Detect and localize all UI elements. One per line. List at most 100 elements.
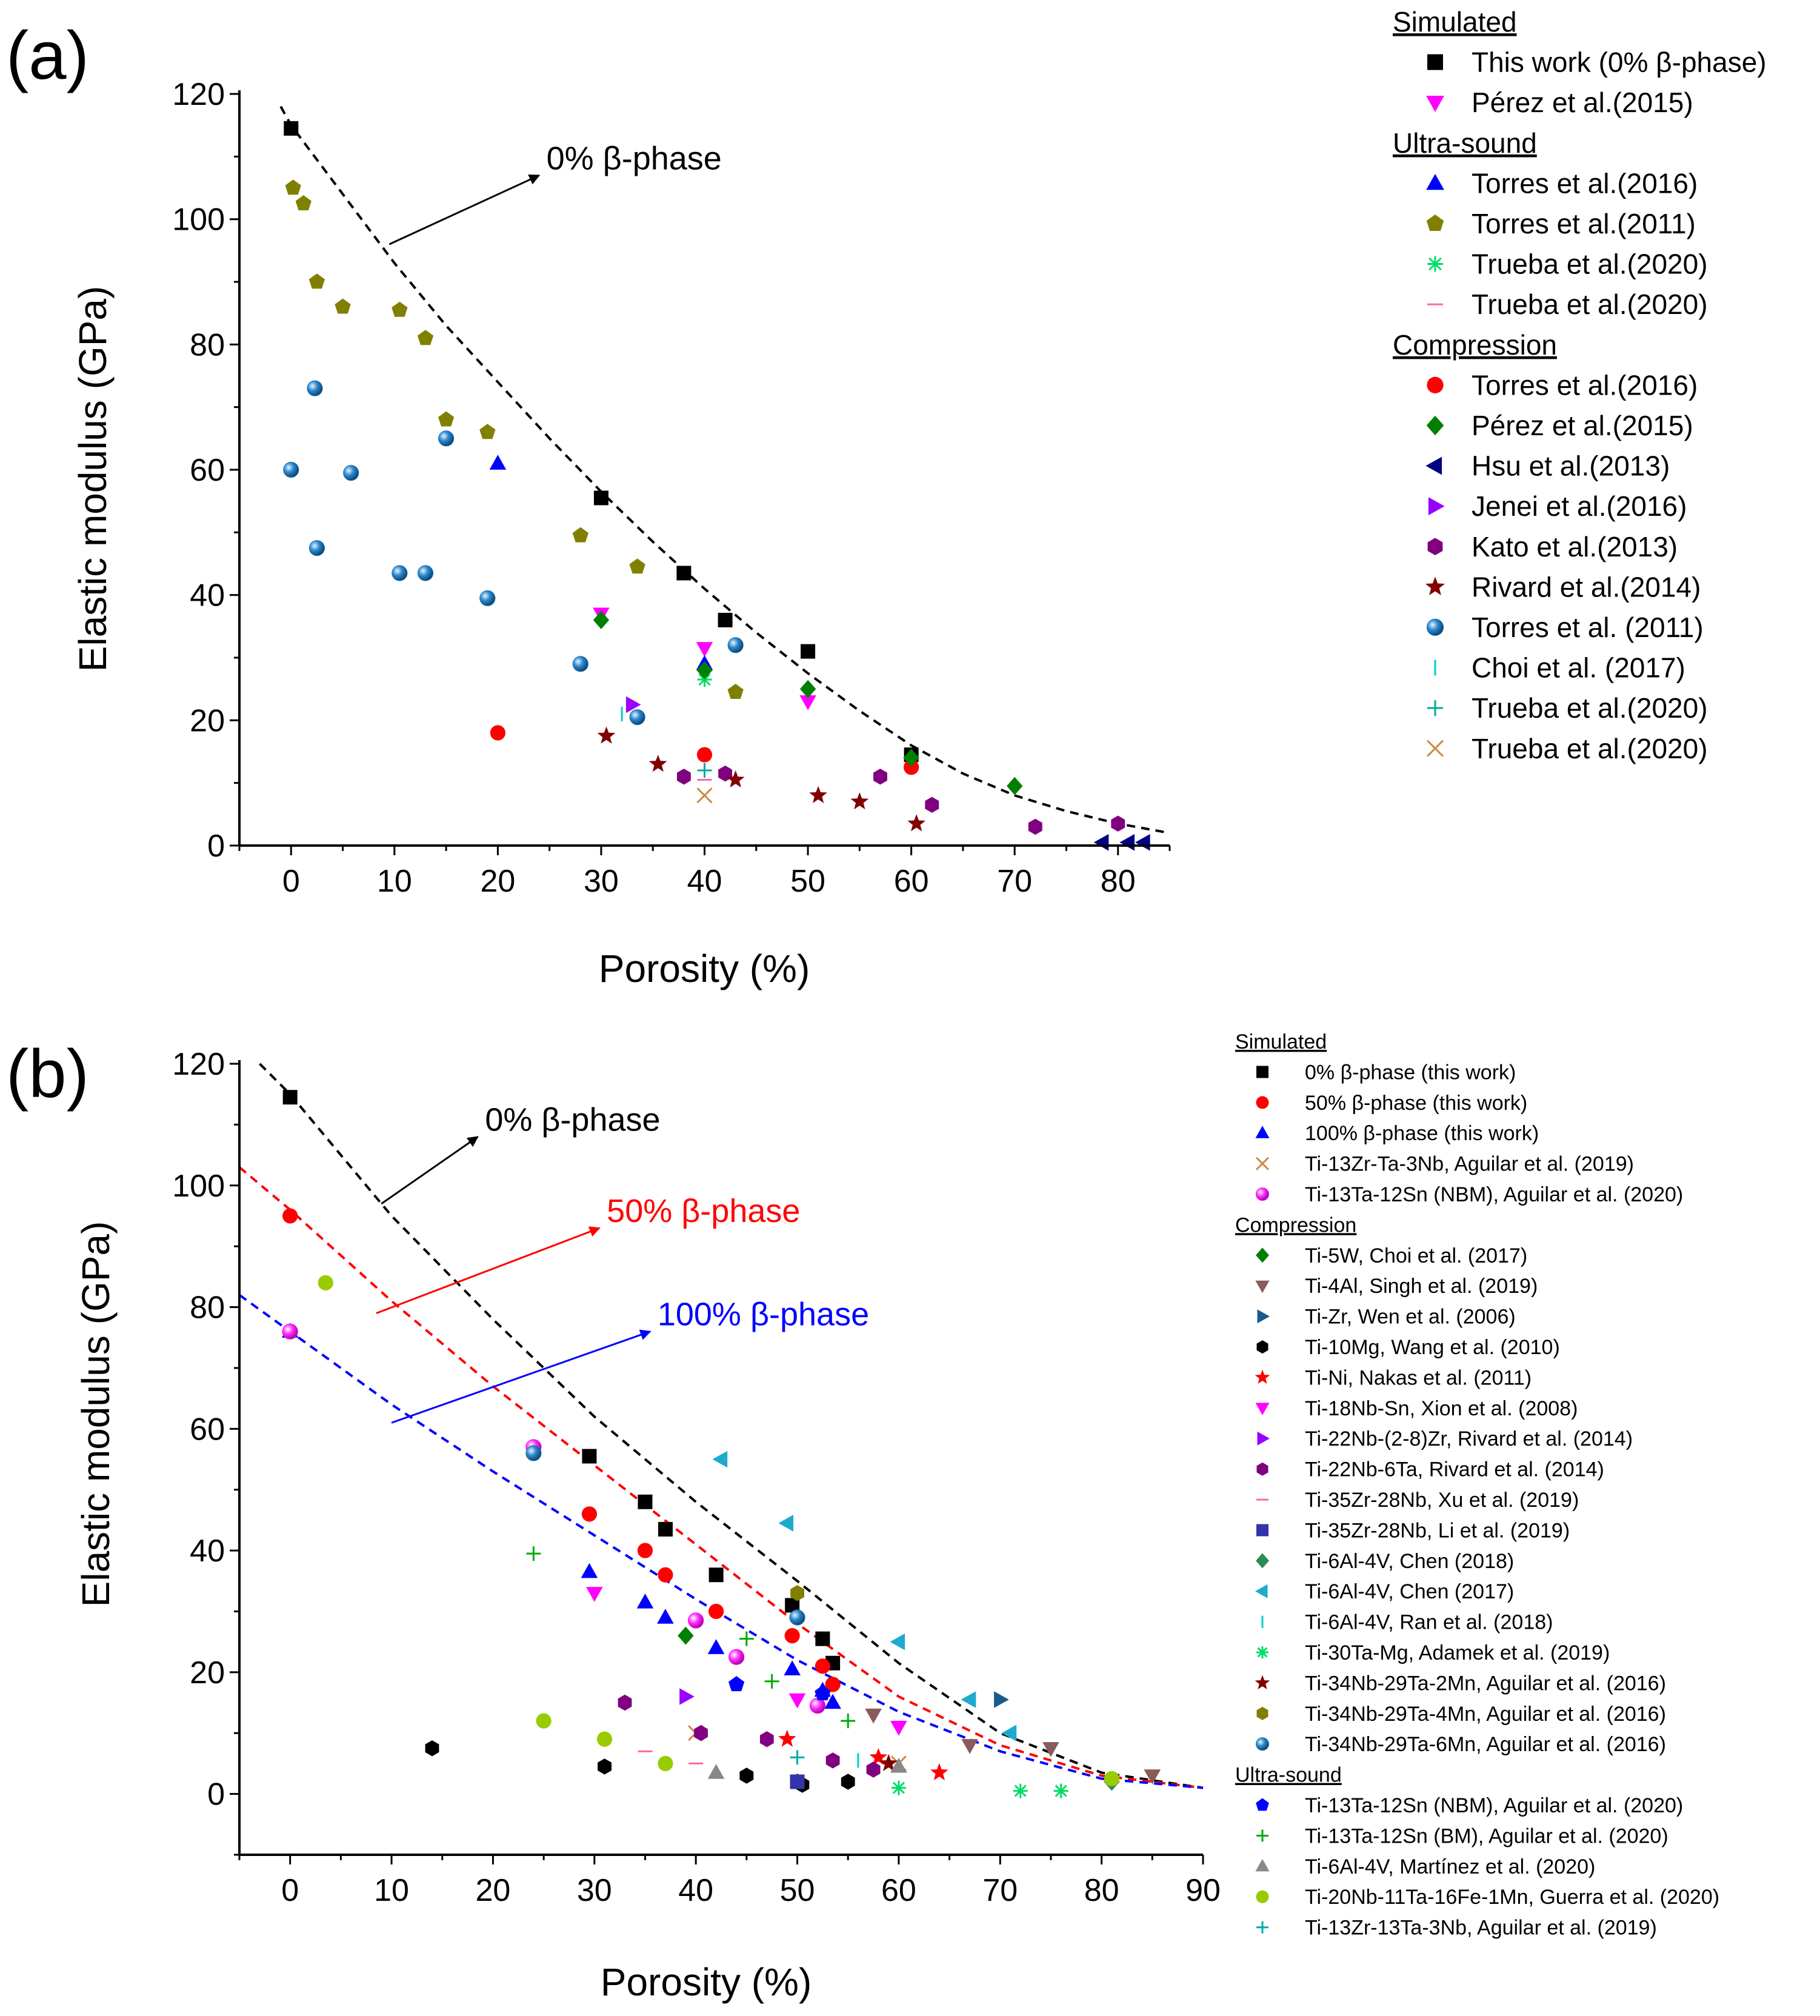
panel-b-annotations: 0% β-phase 50% β-phase 100% β-phase <box>376 1101 869 1424</box>
legend-item: This work (0% β-phase) <box>1427 47 1767 78</box>
data-point-circle <box>696 747 713 763</box>
legend-group-title-simulated: Simulated <box>1235 1030 1327 1053</box>
series-ti-30ta-mg-adamek-et-al-2019 <box>891 1780 1068 1798</box>
legend-label: 100% β-phase (this work) <box>1305 1122 1539 1145</box>
panel-a-y-tick-label-20: 20 <box>190 703 225 738</box>
legend-marker-diamond <box>1256 1553 1269 1569</box>
legend-marker-pentagon <box>1426 214 1444 231</box>
legend-marker-sphere <box>1256 1187 1269 1201</box>
data-point-tri-left <box>712 1450 728 1468</box>
legend-label: Ti-6Al-4V, Martínez et al. (2020) <box>1305 1855 1595 1878</box>
legend-group-title-ultra-sound: Ultra-sound <box>1235 1764 1342 1787</box>
series-ti-18nb-sn-xion-et-al-2008 <box>586 1587 907 1736</box>
legend-item: Kato et al.(2013) <box>1427 531 1678 562</box>
data-point-plus <box>764 1674 779 1689</box>
data-point-sphere <box>417 565 434 581</box>
series-ti-35zr-28nb-li-et-al-2019 <box>790 1774 805 1789</box>
data-point-sphere <box>809 1697 826 1714</box>
legend-item: Torres et al.(2016) <box>1427 369 1698 401</box>
annotation-label-0-phase: 0% β-phase <box>547 140 722 176</box>
data-point-circle <box>536 1713 552 1729</box>
legend-marker-hexagon <box>1256 1462 1268 1476</box>
panel-a-x-tick-label-20: 20 <box>480 864 515 899</box>
legend-item: Trueba et al.(2020) <box>1426 733 1708 764</box>
legend-item: Ti-34Nb-29Ta-2Mn, Aguilar et al. (2016) <box>1255 1672 1666 1695</box>
panel-a-legend: Simulated This work (0% β-phase) Pérez et … <box>1393 6 1767 764</box>
data-point-tri-left <box>1119 834 1135 851</box>
legend-group-title-compression: Compression <box>1235 1213 1356 1237</box>
data-point-square <box>790 1774 805 1789</box>
data-point-tri-up <box>489 455 507 470</box>
legend-label: Ti-34Nb-29Ta-4Mn, Aguilar et al. (2016) <box>1305 1703 1666 1726</box>
data-point-tri-down <box>1144 1769 1161 1784</box>
panel-b-y-tick-label-120: 120 <box>172 1047 225 1082</box>
data-point-diamond <box>593 611 610 629</box>
panel-a-points <box>283 121 1150 851</box>
legend-label: Rivard et al.(2014) <box>1472 571 1701 602</box>
legend-label: Trueba et al.(2020) <box>1472 249 1708 280</box>
legend-item: 0% β-phase (this work) <box>1256 1061 1516 1084</box>
data-point-circle <box>318 1275 333 1290</box>
data-point-hexagon <box>1028 818 1042 835</box>
legend-label: Ti-22Nb-(2-8)Zr, Rivard et al. (2014) <box>1305 1427 1633 1450</box>
data-point-tri-up <box>890 1758 907 1773</box>
data-point-circle <box>658 1567 673 1583</box>
legend-marker-square <box>1427 54 1443 70</box>
data-point-tri-right <box>994 1691 1009 1708</box>
data-point-hexagon <box>873 769 887 785</box>
panel-b: 0 10 20 30 40 50 60 70 80 90 0 20 40 60 80 100 120 0% β-… <box>74 1030 1719 2004</box>
legend-label: Ti-10Mg, Wang et al. (2010) <box>1305 1336 1560 1359</box>
data-point-hexagon <box>425 1740 439 1757</box>
legend-marker-tri-up <box>1255 1126 1270 1138</box>
legend-label: Ti-13Ta-12Sn (NBM), Aguilar et al. (2020… <box>1305 1794 1683 1817</box>
data-point-plus <box>739 1631 754 1646</box>
panel-a-x-tick-label-30: 30 <box>584 864 619 899</box>
data-point-cross <box>696 787 713 804</box>
legend-label: Ti-35Zr-28Nb, Xu et al. (2019) <box>1305 1489 1579 1512</box>
data-point-asterisk <box>891 1780 906 1795</box>
legend-marker-hexagon <box>1427 538 1443 555</box>
data-point-hexagon <box>677 769 691 785</box>
data-point-circle <box>658 1755 673 1772</box>
panel-b-fit-curve-50-fit <box>238 1166 1204 1789</box>
data-point-star <box>726 770 745 788</box>
series-ti-34nb-29ta-4mn-aguilar-et-al-2016 <box>790 1585 804 1601</box>
series-trueba-et-al-2020-cross <box>696 787 713 804</box>
data-point-square <box>815 1631 830 1646</box>
legend-item: Ti-35Zr-28Nb, Xu et al. (2019) <box>1256 1489 1579 1512</box>
legend-item: Ti-30Ta-Mg, Adamek et al. (2019) <box>1256 1641 1610 1664</box>
data-point-square <box>658 1521 673 1537</box>
panel-a-x-tick-label-70: 70 <box>997 864 1032 899</box>
data-point-sphere <box>789 1609 805 1626</box>
legend-item: Ti-34Nb-29Ta-6Mn, Aguilar et al. (2016) <box>1256 1733 1666 1756</box>
data-point-hexagon <box>925 796 939 813</box>
data-point-plus <box>841 1714 856 1729</box>
series-this-work-0-phase <box>284 121 919 763</box>
panel-b-x-tick-label-30: 30 <box>577 1873 612 1908</box>
legend-marker-tri-left <box>1425 456 1442 475</box>
data-point-hexagon <box>694 1725 708 1741</box>
legend-marker-plus <box>1256 1921 1268 1934</box>
data-point-plus <box>697 763 712 778</box>
data-point-sphere <box>572 656 588 672</box>
legend-marker-tri-down <box>1426 96 1444 112</box>
panel-b-y-tick-label-0: 0 <box>207 1777 225 1812</box>
data-point-sphere <box>343 465 359 481</box>
legend-marker-pentagon <box>1256 1798 1269 1811</box>
series-100-phase-this-work <box>281 1323 841 1709</box>
legend-item: Ti-4Al, Singh et al. (2019) <box>1255 1275 1538 1298</box>
legend-marker-circle <box>1256 1096 1269 1109</box>
legend-marker-tri-down <box>1255 1280 1270 1293</box>
series-torres-et-al-2016-compression <box>490 725 919 775</box>
legend-label: 50% β-phase (this work) <box>1305 1092 1527 1115</box>
panel-a-xlabel: Porosity (%) <box>599 947 810 990</box>
panel-a-y-tick-label-80: 80 <box>190 327 225 362</box>
legend-label: Ti-13Ta-12Sn (BM), Aguilar et al. (2020) <box>1305 1824 1668 1847</box>
data-point-pentagon <box>572 527 588 542</box>
data-point-hexagon <box>866 1761 881 1778</box>
legend-item: Ti-6Al-4V, Chen (2017) <box>1255 1580 1514 1603</box>
data-point-pentagon <box>815 1685 831 1701</box>
panel-a: 0 10 20 30 40 50 60 70 80 0 20 40 60 80 100 120 0% β-ph… <box>71 6 1767 990</box>
